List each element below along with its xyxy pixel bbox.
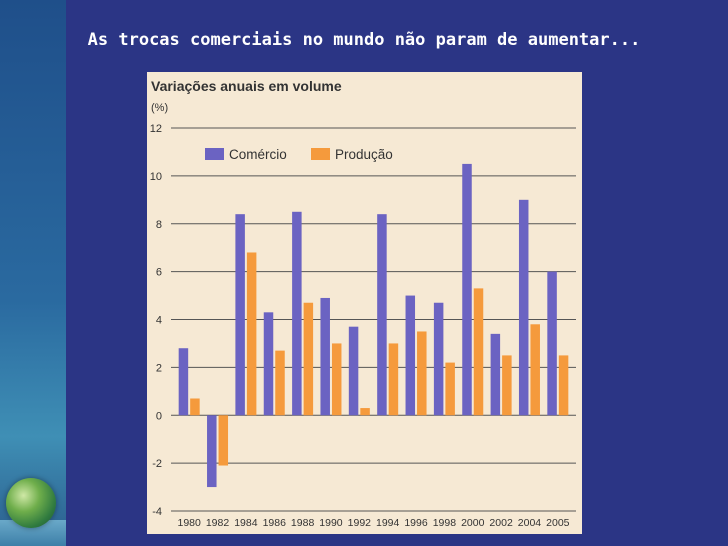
bar-comercio: [207, 415, 217, 488]
bar-producao: [331, 343, 342, 416]
x-tick-label: 1996: [404, 517, 428, 529]
x-tick-label: 1990: [319, 517, 343, 529]
y-tick-label: 12: [150, 123, 162, 135]
bar-comercio: [462, 163, 472, 416]
x-tick-label: 2005: [546, 517, 570, 529]
y-tick-label: 8: [156, 219, 162, 231]
bar-producao: [445, 362, 455, 416]
bar-comercio: [348, 326, 359, 416]
legend-label: Comércio: [229, 147, 287, 162]
x-tick-label: 2002: [489, 517, 513, 529]
bar-producao: [218, 415, 229, 466]
y-tick-label: 6: [156, 267, 162, 279]
bar-comercio: [490, 333, 501, 416]
bar-comercio: [377, 214, 387, 416]
bar-comercio: [178, 348, 189, 416]
y-tick-label: 2: [156, 362, 162, 374]
bar-chart: Variações anuais em volume (%) -4 -2 0 2 4 6 8 10…: [150, 78, 576, 529]
bar-comercio: [320, 297, 330, 416]
x-tick-label: 1992: [348, 517, 372, 529]
bar-comercio: [433, 302, 444, 416]
bar-producao: [502, 355, 512, 416]
bar-comercio: [292, 211, 302, 416]
x-tick-label: 1980: [177, 517, 201, 529]
legend-swatch: [311, 148, 330, 160]
bar-producao: [303, 302, 314, 416]
y-tick-label: -4: [152, 506, 162, 518]
x-tick-label: 1986: [263, 517, 287, 529]
bar-comercio: [235, 214, 245, 416]
x-tick-label: 1984: [234, 517, 258, 529]
x-tick-label: 1988: [291, 517, 315, 529]
x-tick-label: 1998: [433, 517, 457, 529]
y-tick-label: 10: [150, 171, 162, 183]
y-tick-label: 4: [156, 315, 162, 327]
legend-label: Produção: [335, 147, 393, 162]
chart-title: Variações anuais em volume: [151, 78, 342, 94]
x-tick-label: 1994: [376, 517, 400, 529]
chart-panel: Variações anuais em volume (%) -4 -2 0 2 4 6 8 10…: [147, 72, 582, 534]
bar-producao: [246, 252, 257, 416]
bar-producao: [275, 350, 285, 416]
bar-comercio: [263, 312, 274, 416]
bar-comercio: [405, 295, 416, 416]
globe-icon: [6, 478, 56, 528]
bar-producao: [360, 408, 370, 416]
y-axis-label: (%): [151, 102, 168, 114]
y-tick-label: -2: [152, 458, 162, 470]
bar-producao: [558, 355, 569, 416]
bar-producao: [530, 324, 540, 416]
bar-producao: [417, 331, 427, 416]
bar-producao: [190, 398, 200, 416]
x-tick-label: 2000: [461, 517, 485, 529]
bar-producao: [388, 343, 399, 416]
slide-title: As trocas comerciais no mundo não param …: [87, 30, 641, 50]
bar-comercio: [518, 199, 529, 416]
y-tick-label: 0: [156, 410, 162, 422]
decorative-left-strip: [0, 0, 66, 546]
bar-comercio: [547, 271, 557, 416]
x-tick-label: 1982: [206, 517, 230, 529]
bar-producao: [473, 288, 484, 416]
legend-swatch: [205, 148, 224, 160]
x-tick-label: 2004: [518, 517, 542, 529]
